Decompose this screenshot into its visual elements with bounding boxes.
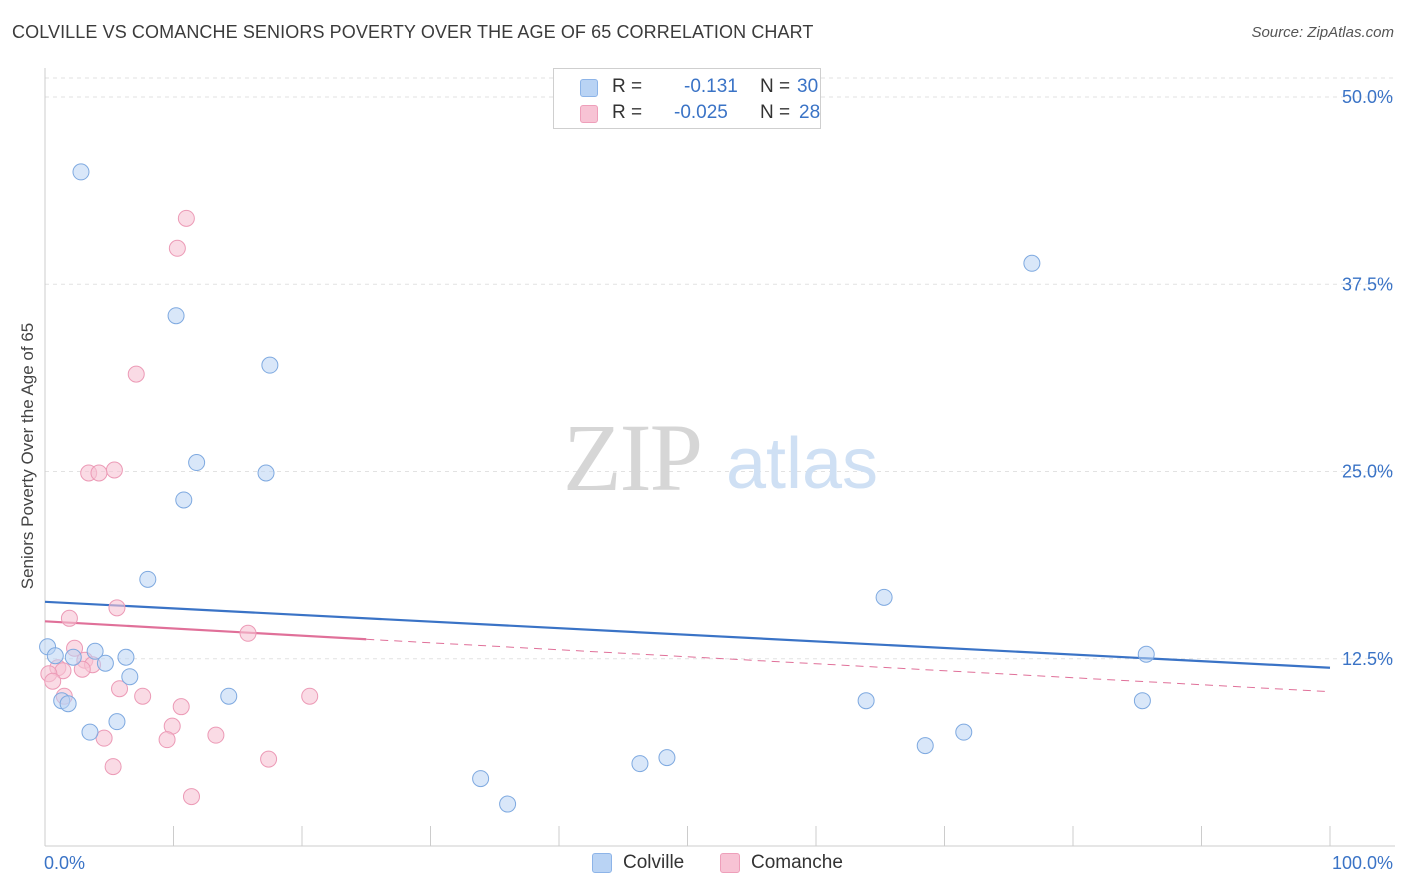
x-tick-label: 0.0% bbox=[44, 853, 85, 873]
colville-point bbox=[499, 795, 517, 813]
bottom-legend-label-colville: Colville bbox=[623, 852, 685, 873]
data-points bbox=[39, 163, 1155, 813]
comanche-point bbox=[134, 687, 152, 705]
colville-point bbox=[72, 163, 90, 181]
comanche-point bbox=[301, 687, 319, 705]
y-tick-label: 25.0% bbox=[1342, 462, 1393, 482]
colville-point bbox=[121, 668, 139, 686]
watermark-zip: ZIP bbox=[563, 404, 701, 511]
comanche-point bbox=[108, 599, 126, 617]
comanche-point bbox=[168, 239, 186, 257]
colville-point bbox=[875, 588, 893, 606]
colville-point bbox=[81, 723, 99, 741]
colville-point bbox=[175, 491, 193, 509]
comanche-point bbox=[111, 680, 129, 698]
comanche-point bbox=[73, 660, 91, 678]
legend-n-label: N = bbox=[760, 102, 791, 123]
axes bbox=[44, 68, 1395, 847]
colville-point bbox=[108, 713, 126, 731]
comanche-trend-line bbox=[44, 620, 367, 641]
y-tick-label: 50.0% bbox=[1342, 87, 1393, 107]
legend-n-value: 30 bbox=[797, 76, 819, 97]
colville-point bbox=[167, 307, 185, 325]
comanche-point bbox=[95, 729, 113, 747]
chart-title: COLVILLE VS COMANCHE SENIORS POVERTY OVE… bbox=[12, 22, 814, 42]
colville-point bbox=[955, 723, 973, 741]
colville-point bbox=[916, 737, 934, 755]
colville-point bbox=[188, 454, 206, 472]
colville-point bbox=[631, 755, 649, 773]
comanche-point bbox=[239, 624, 257, 642]
source-label: Source: ZipAtlas.com bbox=[1251, 24, 1394, 41]
bottom-legend-swatch-colville bbox=[592, 853, 612, 873]
bottom-legend-label-comanche: Comanche bbox=[751, 852, 843, 873]
colville-point bbox=[1137, 645, 1155, 663]
comanche-point bbox=[182, 788, 200, 806]
comanche-point bbox=[104, 758, 122, 776]
comanche-point bbox=[90, 464, 108, 482]
colville-point bbox=[117, 648, 135, 666]
legend: R = -0.131 N = 30 R = -0.025 N = 28 bbox=[553, 68, 821, 129]
gridlines bbox=[45, 77, 1395, 660]
legend-swatch-colville bbox=[580, 79, 598, 97]
legend-r-label: R = bbox=[612, 102, 643, 123]
legend-r-label: R = bbox=[612, 76, 643, 97]
y-tick-labels: 12.5% 25.0% 37.5% 50.0% bbox=[1342, 87, 1393, 669]
colville-point bbox=[261, 356, 279, 374]
comanche-point bbox=[158, 731, 176, 749]
y-tick-label: 37.5% bbox=[1342, 274, 1393, 294]
comanche-point bbox=[127, 365, 145, 383]
legend-swatch-comanche bbox=[580, 105, 598, 123]
colville-point bbox=[64, 648, 82, 666]
trend-lines bbox=[44, 600, 1331, 693]
colville-point bbox=[1023, 254, 1041, 272]
comanche-point bbox=[60, 609, 78, 627]
comanche-point bbox=[207, 726, 225, 744]
bottom-legend-swatch-comanche bbox=[720, 853, 740, 873]
x-tick-label: 100.0% bbox=[1332, 853, 1393, 873]
colville-point bbox=[59, 695, 77, 713]
colville-point bbox=[257, 464, 275, 482]
colville-point bbox=[139, 570, 157, 588]
comanche-point bbox=[177, 209, 195, 227]
colville-trend-line bbox=[44, 600, 1331, 669]
legend-n-label: N = bbox=[760, 76, 791, 97]
comanche-point bbox=[172, 698, 190, 716]
comanche-point bbox=[105, 461, 123, 479]
legend-n-value: 28 bbox=[799, 102, 821, 123]
comanche-point bbox=[44, 672, 62, 690]
colville-point bbox=[46, 647, 64, 665]
comanche-trend-dashed bbox=[366, 638, 1331, 693]
legend-r-value: -0.025 bbox=[674, 102, 728, 123]
colville-point bbox=[220, 687, 238, 705]
x-tick-labels: 0.0% 100.0% bbox=[44, 853, 1393, 873]
watermark: ZIP atlas bbox=[563, 404, 878, 511]
legend-r-value: -0.131 bbox=[684, 76, 738, 97]
comanche-point bbox=[260, 750, 278, 768]
y-tick-label: 12.5% bbox=[1342, 649, 1393, 669]
colville-point bbox=[857, 692, 875, 710]
watermark-atlas: atlas bbox=[726, 424, 878, 504]
colville-point bbox=[96, 654, 114, 672]
colville-point bbox=[1133, 692, 1151, 710]
colville-point bbox=[658, 749, 676, 767]
colville-point bbox=[472, 770, 490, 788]
colville-point bbox=[86, 642, 104, 660]
